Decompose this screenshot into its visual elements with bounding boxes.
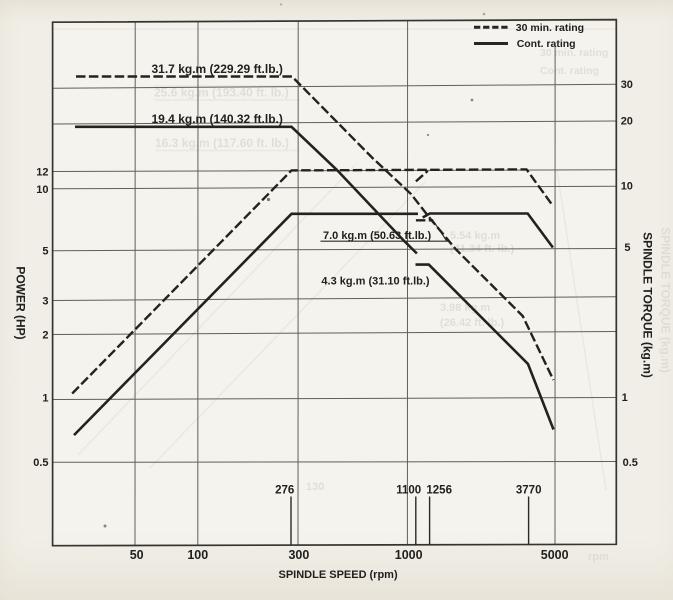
svg-text:30: 30 [621, 79, 633, 91]
svg-text:1256: 1256 [426, 485, 452, 497]
svg-text:2: 2 [42, 330, 48, 342]
svg-text:7.0 kg.m (50.63 ft.lb.): 7.0 kg.m (50.63 ft.lb.) [323, 230, 432, 242]
svg-text:1: 1 [622, 392, 628, 404]
svg-text:1000: 1000 [395, 548, 423, 562]
svg-text:rpm: rpm [588, 551, 609, 563]
svg-text:16.3 kg.m (117.60 ft. lb.): 16.3 kg.m (117.60 ft. lb.) [155, 136, 289, 150]
svg-text:5: 5 [42, 246, 48, 258]
svg-text:POWER (HP): POWER (HP) [13, 266, 27, 339]
svg-text:5.54 kg.m: 5.54 kg.m [450, 230, 500, 242]
svg-text:SPINDLE SPEED: SPINDLE SPEED [279, 569, 367, 581]
svg-text:Cont. rating: Cont. rating [540, 65, 599, 77]
svg-text:1100: 1100 [396, 485, 421, 497]
svg-text:31.7 kg.m (229.29 ft.lb.): 31.7 kg.m (229.29 ft.lb.) [152, 62, 283, 76]
svg-text:1: 1 [42, 393, 48, 405]
svg-text:130: 130 [306, 481, 324, 493]
svg-text:(26.42 ft. lb.): (26.42 ft. lb.) [440, 317, 505, 329]
svg-text:5: 5 [624, 242, 630, 254]
svg-text:300: 300 [288, 548, 309, 562]
svg-text:12: 12 [36, 167, 48, 179]
svg-text:(rpm): (rpm) [370, 569, 398, 581]
svg-text:10: 10 [621, 180, 633, 192]
svg-text:19.4 kg.m (140.32 ft.lb.): 19.4 kg.m (140.32 ft.lb.) [152, 112, 283, 126]
svg-text:Cont. rating: Cont. rating [517, 38, 576, 50]
svg-text:4.3 kg.m (31.10 ft.lb.): 4.3 kg.m (31.10 ft.lb.) [321, 275, 430, 287]
svg-text:0.5: 0.5 [623, 457, 638, 469]
svg-text:SPINDLE TORQUE (kg.m): SPINDLE TORQUE (kg.m) [641, 232, 655, 378]
svg-text:30 min. rating: 30 min. rating [540, 47, 608, 59]
svg-text:100: 100 [187, 548, 208, 562]
svg-text:3770: 3770 [516, 485, 542, 497]
svg-text:50: 50 [130, 548, 144, 562]
svg-text:10: 10 [36, 184, 48, 196]
svg-text:3: 3 [42, 296, 48, 308]
svg-text:SPINDLE TORQUE (kg.m): SPINDLE TORQUE (kg.m) [659, 227, 673, 373]
svg-text:0.5: 0.5 [33, 457, 48, 469]
svg-text:3.98 kg.m: 3.98 kg.m [440, 302, 490, 314]
svg-text:25.6 kg.m (193.40 ft. lb.): 25.6 kg.m (193.40 ft. lb.) [154, 86, 289, 100]
svg-text:5000: 5000 [541, 548, 569, 562]
svg-text:276: 276 [275, 485, 294, 497]
svg-text:30 min. rating: 30 min. rating [516, 22, 584, 34]
svg-text:20: 20 [621, 116, 633, 128]
